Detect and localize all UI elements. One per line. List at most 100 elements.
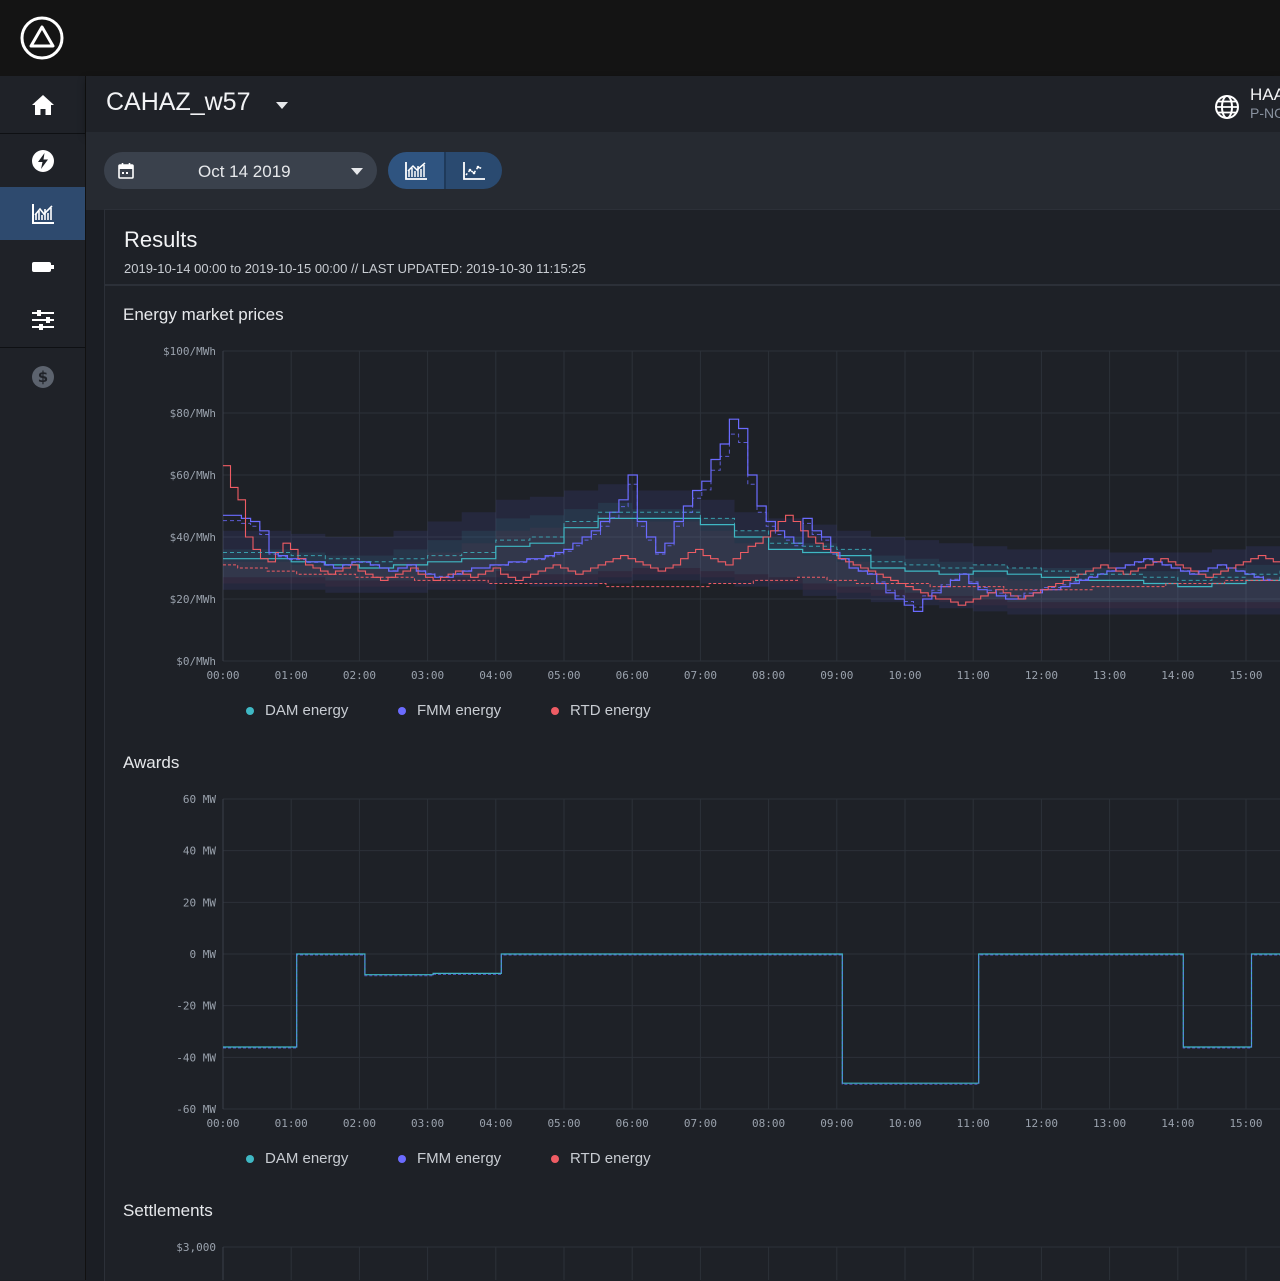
- x-tick-label: 11:00: [957, 669, 990, 682]
- view-toggle: [388, 152, 502, 189]
- legend-label: FMM energy: [417, 702, 502, 719]
- legend-label: DAM energy: [265, 1150, 349, 1167]
- dam-range-band: [223, 502, 1280, 603]
- app-logo-icon[interactable]: [20, 16, 64, 60]
- legend-dot-icon: [551, 1154, 559, 1163]
- x-tick-label: 14:00: [1161, 669, 1194, 682]
- x-tick-label: 01:00: [275, 1117, 308, 1130]
- y-tick-label: 20 MW: [183, 896, 216, 909]
- legend-item-dam-energy[interactable]: DAM energy: [246, 702, 348, 719]
- x-tick-label: 08:00: [752, 669, 785, 682]
- legend-label: FMM energy: [417, 1150, 502, 1167]
- prices-section-title: Energy market prices: [123, 305, 284, 324]
- y-tick-label: 0 MW: [190, 948, 217, 961]
- grid: [222, 350, 1280, 662]
- x-tick-label: 06:00: [616, 1117, 649, 1130]
- sidebar-item-results[interactable]: [0, 187, 85, 240]
- account-name: HAA: [1249, 85, 1280, 104]
- x-tick-label: 04:00: [479, 669, 512, 682]
- x-tick-label: 08:00: [752, 1117, 785, 1130]
- legend-label: RTD energy: [570, 702, 651, 719]
- legend-item-fmm-energy[interactable]: FMM energy: [398, 1150, 501, 1167]
- settlements-chart: $3,000: [104, 1232, 1280, 1280]
- x-tick-label: 00:00: [206, 669, 239, 682]
- legend-item-rtd-energy[interactable]: RTD energy: [551, 702, 651, 719]
- rtd-energy-dashed-line: [223, 564, 1280, 591]
- results-subtitle: 2019-10-14 00:00 to 2019-10-15 00:00 // …: [124, 261, 586, 276]
- awards-section-title: Awards: [123, 753, 180, 772]
- site-dropdown-caret[interactable]: [276, 102, 288, 109]
- sidebar-item-battery[interactable]: [0, 240, 85, 293]
- results-card: Results 2019-10-14 00:00 to 2019-10-15 0…: [104, 209, 1280, 1281]
- selected-date: Oct 14 2019: [198, 162, 291, 181]
- x-tick-label: 03:00: [411, 1117, 444, 1130]
- y-tick-label: 60 MW: [183, 793, 216, 806]
- date-picker[interactable]: Oct 14 2019: [104, 152, 377, 189]
- x-tick-label: 11:00: [957, 1117, 990, 1130]
- y-tick-label: $0/MWh: [176, 655, 216, 668]
- x-tick-label: 04:00: [479, 1117, 512, 1130]
- x-tick-label: 03:00: [411, 669, 444, 682]
- prices-legend: DAM energy FMM energy RTD energy: [104, 702, 704, 726]
- fmm-award-line: [223, 954, 1280, 1085]
- sidebar: $: [0, 76, 86, 1280]
- sidebar-item-bids[interactable]: [0, 134, 85, 187]
- settlements-section-title: Settlements: [123, 1201, 213, 1220]
- sidebar-item-billing[interactable]: $: [0, 350, 85, 403]
- x-tick-label: 01:00: [275, 669, 308, 682]
- y-tick-label: $40/MWh: [170, 531, 216, 544]
- legend-label: RTD energy: [570, 1150, 651, 1167]
- x-tick-label: 09:00: [820, 1117, 853, 1130]
- rtd-range-band: [223, 515, 1280, 609]
- scatter-view-button[interactable]: [444, 152, 502, 189]
- x-tick-label: 05:00: [547, 1117, 580, 1130]
- legend-item-dam-energy[interactable]: DAM energy: [246, 1150, 348, 1167]
- site-title[interactable]: CAHAZ_w57: [106, 88, 251, 116]
- x-tick-label: 15:00: [1229, 669, 1262, 682]
- y-tick-label: $60/MWh: [170, 469, 216, 482]
- y-tick-label: $100/MWh: [163, 345, 216, 358]
- x-tick-label: 12:00: [1025, 669, 1058, 682]
- dam-energy-dashed-line: [223, 511, 1280, 581]
- scatter-chart-icon: [463, 161, 485, 180]
- legend-dot-icon: [398, 706, 406, 715]
- awards-legend: DAM energy FMM energy RTD energy: [104, 1150, 704, 1174]
- y-tick-label: $20/MWh: [170, 593, 216, 606]
- results-title: Results: [124, 227, 198, 252]
- grid: [222, 1246, 1280, 1280]
- bar-chart-view-button[interactable]: [388, 152, 444, 189]
- y-tick-label: -40 MW: [176, 1051, 216, 1064]
- home-icon: [31, 94, 54, 115]
- legend-item-fmm-energy[interactable]: FMM energy: [398, 702, 501, 719]
- legend-dot-icon: [246, 706, 254, 715]
- x-tick-label: 15:00: [1229, 1117, 1262, 1130]
- y-tick-label: -60 MW: [176, 1103, 216, 1116]
- x-tick-label: 13:00: [1093, 669, 1126, 682]
- legend-dot-icon: [398, 1154, 406, 1163]
- toolbar: Oct 14 2019: [86, 132, 1280, 210]
- svg-text:$: $: [37, 368, 47, 386]
- legend-dot-icon: [551, 706, 559, 715]
- legend-label: DAM energy: [265, 702, 349, 719]
- account-switcher[interactable]: HAA P-NO: [1214, 86, 1280, 122]
- x-tick-label: 10:00: [888, 669, 921, 682]
- legend-dot-icon: [246, 1154, 254, 1163]
- x-tick-label: 00:00: [206, 1117, 239, 1130]
- fmm-energy-dashed-line: [223, 433, 1273, 608]
- sidebar-item-settings[interactable]: [0, 293, 85, 346]
- globe-icon: [1214, 95, 1239, 119]
- lightning-icon: [31, 149, 54, 172]
- account-subtitle: P-NO: [1249, 105, 1280, 121]
- x-tick-label: 07:00: [684, 1117, 717, 1130]
- divider: [105, 284, 1280, 286]
- x-tick-label: 12:00: [1025, 1117, 1058, 1130]
- x-tick-label: 10:00: [888, 1117, 921, 1130]
- legend-item-rtd-energy[interactable]: RTD energy: [551, 1150, 651, 1167]
- bar-chart-icon: [405, 161, 427, 180]
- sliders-icon: [31, 309, 54, 330]
- fmm-range-band: [223, 484, 1280, 615]
- sidebar-item-home[interactable]: [0, 78, 85, 131]
- y-tick-label: $80/MWh: [170, 407, 216, 420]
- dam-energy-line: [223, 517, 1280, 588]
- x-tick-label: 07:00: [684, 669, 717, 682]
